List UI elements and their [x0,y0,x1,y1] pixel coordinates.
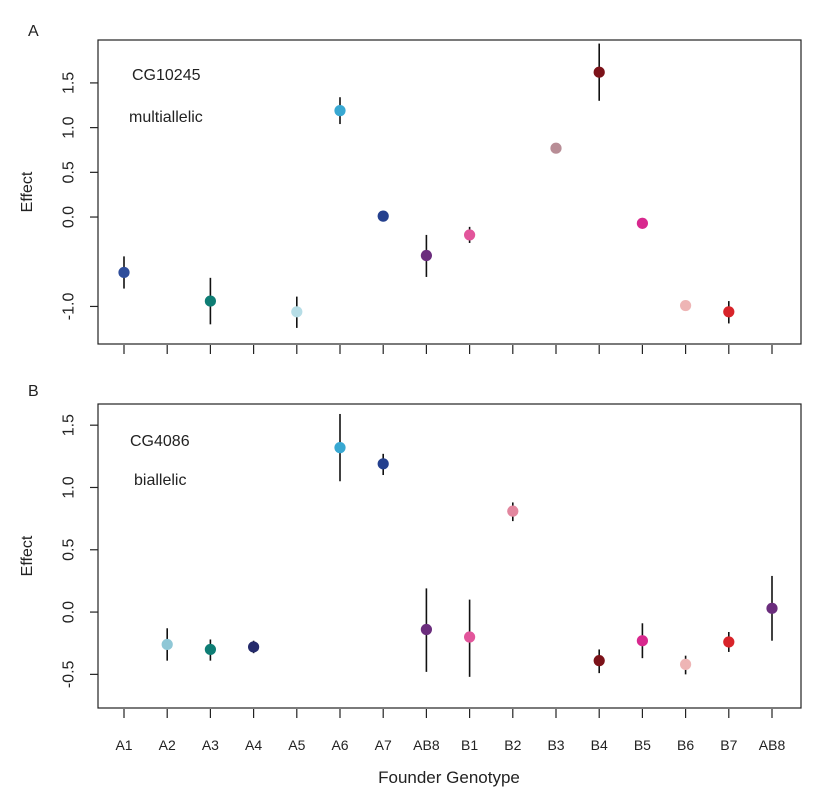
x-tick-label: AB8 [759,737,786,753]
point-marker [204,643,216,656]
panel-a-y-ticks: -1.0 0.0 0.5 1.0 1.5 [61,72,98,321]
panel-b-model-annotation: biallelic [134,472,186,489]
x-tick-label: A6 [331,737,348,753]
panel-b-points [161,413,778,677]
data-point-b4 [593,43,605,101]
data-point-b4 [593,649,605,674]
point-marker [464,229,476,241]
point-marker [723,306,735,318]
point-marker [161,638,173,651]
point-marker [723,636,735,648]
panel-a-points [118,43,735,328]
x-tick-label: AB8 [413,737,440,753]
panel-a-x-ticks [123,345,773,354]
point-marker [118,266,130,279]
data-point-b5 [636,217,649,229]
data-point-b1 [464,599,476,677]
data-point-b2 [507,502,519,522]
data-point-a1 [118,256,130,289]
y-tick-label: 0.5 [61,161,78,183]
point-marker [248,641,260,653]
panel-b-plot-frame [97,403,802,709]
panel-b-y-axis-label: Effect [19,535,36,576]
point-marker [420,623,432,636]
data-point-a5 [291,296,303,328]
point-marker [464,631,476,643]
x-tick-label: B6 [677,737,694,753]
panel-a-model-annotation: multiallelic [129,109,203,126]
y-tick-label: 0.5 [61,539,78,561]
x-tick-label: B5 [634,737,651,753]
y-tick-label: 1.5 [61,414,78,436]
data-point-a7 [377,210,389,222]
point-marker [680,299,692,312]
data-point-b6 [680,655,692,675]
point-marker [204,295,216,307]
point-marker [507,505,519,517]
data-point-b1 [464,226,476,243]
data-point-b7 [723,301,735,324]
panel-a-gene-annotation: CG10245 [132,67,201,84]
x-tick-label: A1 [115,737,132,753]
point-marker [593,66,605,78]
data-point-a4 [248,640,260,654]
data-point-b5 [636,623,649,659]
data-point-ab8 [420,588,432,672]
panel-a-plot-frame [97,39,802,345]
point-marker [420,249,432,262]
point-marker [550,142,562,154]
y-tick-label: -1.0 [61,293,78,321]
point-marker [334,105,346,117]
panel-a-label: A [28,23,39,40]
data-point-a7 [377,453,389,476]
point-marker [377,458,389,470]
data-point-b3 [550,142,562,154]
data-point-a6 [334,97,346,125]
panel-b: B CG4086 biallelic Effect -0.5 0.0 0.5 1.0 1… [19,383,802,753]
point-marker [377,210,389,222]
x-tick-label: A3 [202,737,219,753]
data-point-a3 [204,639,216,661]
point-marker [334,442,346,454]
panel-a-y-axis-label: Effect [19,171,36,212]
data-point-a3 [204,277,216,325]
panel-b-gene-annotation: CG4086 [130,433,190,450]
data-point-b6 [680,299,692,312]
point-marker [291,306,303,318]
data-point-a6 [334,413,346,482]
panel-b-x-ticks: A1 A2 A3 A4 A5 A6 A7 AB8 B1 B2 B3 B4 B5 B6 B7 AB8 [115,709,785,753]
point-marker [766,602,778,614]
y-tick-label: 1.5 [61,72,78,94]
point-marker [593,655,605,667]
data-point-ab8 [766,575,778,641]
x-tick-label: B2 [504,737,521,753]
x-tick-label: A2 [159,737,176,753]
x-tick-label: A7 [375,737,392,753]
x-tick-label: B4 [591,737,608,753]
x-tick-label: B3 [547,737,564,753]
panel-a: A CG10245 multiallelic Effect -1.0 0.0 0.5… [19,23,802,354]
panel-b-label: B [28,383,39,400]
y-tick-label: 1.0 [61,116,78,138]
data-point-a2 [161,628,173,661]
point-marker [680,658,692,670]
point-marker [636,217,649,229]
panel-b-y-ticks: -0.5 0.0 0.5 1.0 1.5 [61,414,98,688]
x-tick-label: B7 [720,737,737,753]
y-tick-label: 0.0 [61,206,78,228]
point-marker [636,635,649,647]
y-tick-label: 1.0 [61,476,78,498]
y-tick-label: -0.5 [61,660,78,688]
x-tick-label: A5 [288,737,305,753]
data-point-b7 [723,632,735,652]
y-tick-label: 0.0 [61,601,78,623]
data-point-ab8 [420,234,432,277]
x-tick-label: B1 [461,737,478,753]
x-axis-title: Founder Genotype [378,768,520,787]
x-tick-label: A4 [245,737,262,753]
